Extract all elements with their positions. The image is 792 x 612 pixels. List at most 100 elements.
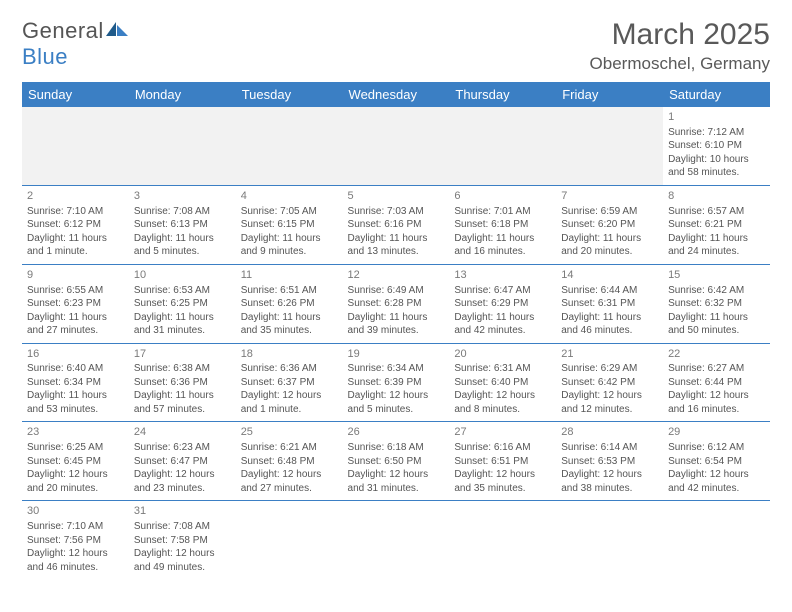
brand-logo: GeneralBlue [22,18,130,70]
sunset-text: Sunset: 6:18 PM [454,218,551,232]
calendar-row: 30Sunrise: 7:10 AMSunset: 7:56 PM Dayligh… [22,501,770,579]
day-number: 1 [668,110,765,125]
sunset-text: Sunset: 6:34 PM [27,376,124,390]
calendar-row: 2Sunrise: 7:10 AMSunset: 6:12 PMDaylight… [22,185,770,264]
sunrise-text: Sunrise: 6:51 AM [241,284,338,298]
day-number: 25 [241,425,338,440]
sunrise-text: Sunrise: 6:36 AM [241,362,338,376]
day-number: 21 [561,347,658,362]
sunrise-text: Sunrise: 7:08 AM [134,520,231,534]
sunrise-text: Sunrise: 6:14 AM [561,441,658,455]
daylight-text: Daylight: 11 hours and 16 minutes. [454,232,551,259]
day-number: 11 [241,268,338,283]
day-number: 6 [454,189,551,204]
daylight-text: Daylight: 12 hours and 23 minutes. [134,468,231,495]
day-number: 31 [134,504,231,519]
day-number: 27 [454,425,551,440]
sunrise-text: Sunrise: 6:44 AM [561,284,658,298]
sunset-text: Sunset: 6:36 PM [134,376,231,390]
day-number: 17 [134,347,231,362]
calendar-cell: 28Sunrise: 6:14 AMSunset: 6:53 PMDayligh… [556,422,663,501]
calendar-cell [343,107,450,185]
calendar-cell: 9Sunrise: 6:55 AMSunset: 6:23 PMDaylight… [22,264,129,343]
calendar-cell: 2Sunrise: 7:10 AMSunset: 6:12 PMDaylight… [22,185,129,264]
daylight-text: Daylight: 12 hours and 49 minutes. [134,547,231,574]
location: Obermoschel, Germany [590,54,770,74]
sunset-text: Sunset: 6:15 PM [241,218,338,232]
sunrise-text: Sunrise: 7:10 AM [27,520,124,534]
calendar-cell: 24Sunrise: 6:23 AMSunset: 6:47 PMDayligh… [129,422,236,501]
calendar-cell: 17Sunrise: 6:38 AMSunset: 6:36 PMDayligh… [129,343,236,422]
calendar-cell [236,107,343,185]
sunrise-text: Sunrise: 7:01 AM [454,205,551,219]
brand-name: GeneralBlue [22,18,130,70]
day-number: 4 [241,189,338,204]
day-number: 3 [134,189,231,204]
daylight-text: Daylight: 12 hours and 12 minutes. [561,389,658,416]
sunrise-text: Sunrise: 6:21 AM [241,441,338,455]
sunset-text: Sunset: 7:56 PM [27,534,124,548]
sunrise-text: Sunrise: 6:42 AM [668,284,765,298]
sunrise-text: Sunrise: 6:12 AM [668,441,765,455]
sunset-text: Sunset: 6:31 PM [561,297,658,311]
sunrise-text: Sunrise: 7:05 AM [241,205,338,219]
daylight-text: Daylight: 11 hours and 39 minutes. [348,311,445,338]
sunset-text: Sunset: 6:25 PM [134,297,231,311]
sunrise-text: Sunrise: 6:38 AM [134,362,231,376]
calendar-cell [449,501,556,579]
sunrise-text: Sunrise: 6:49 AM [348,284,445,298]
daylight-text: Daylight: 10 hours and 58 minutes. [668,153,765,180]
sail-icon [104,20,130,38]
sunrise-text: Sunrise: 6:23 AM [134,441,231,455]
calendar-cell: 30Sunrise: 7:10 AMSunset: 7:56 PMDayligh… [22,501,129,579]
calendar-row: 23Sunrise: 6:25 AMSunset: 6:45 PMDayligh… [22,422,770,501]
day-number: 9 [27,268,124,283]
sunrise-text: Sunrise: 7:12 AM [668,126,765,140]
calendar-cell: 12Sunrise: 6:49 AMSunset: 6:28 PMDayligh… [343,264,450,343]
sunrise-text: Sunrise: 6:53 AM [134,284,231,298]
sunset-text: Sunset: 6:23 PM [27,297,124,311]
day-number: 29 [668,425,765,440]
day-header-row: Sunday Monday Tuesday Wednesday Thursday… [22,82,770,107]
day-number: 13 [454,268,551,283]
calendar-cell: 1Sunrise: 7:12 AMSunset: 6:10 PMDaylight… [663,107,770,185]
calendar-cell [449,107,556,185]
calendar-cell: 31Sunrise: 7:08 AMSunset: 7:58 PMDayligh… [129,501,236,579]
daylight-text: Daylight: 12 hours and 31 minutes. [348,468,445,495]
sunset-text: Sunset: 6:21 PM [668,218,765,232]
calendar-row: 1Sunrise: 7:12 AMSunset: 6:10 PMDaylight… [22,107,770,185]
sunrise-text: Sunrise: 6:29 AM [561,362,658,376]
day-number: 2 [27,189,124,204]
calendar-cell: 4Sunrise: 7:05 AMSunset: 6:15 PMDaylight… [236,185,343,264]
day-number: 7 [561,189,658,204]
sunset-text: Sunset: 6:32 PM [668,297,765,311]
calendar-cell: 25Sunrise: 6:21 AMSunset: 6:48 PMDayligh… [236,422,343,501]
sunrise-text: Sunrise: 6:18 AM [348,441,445,455]
sunset-text: Sunset: 6:44 PM [668,376,765,390]
sunrise-text: Sunrise: 6:47 AM [454,284,551,298]
sunset-text: Sunset: 6:54 PM [668,455,765,469]
calendar-cell: 19Sunrise: 6:34 AMSunset: 6:39 PMDayligh… [343,343,450,422]
daylight-text: Daylight: 11 hours and 57 minutes. [134,389,231,416]
col-sun: Sunday [22,82,129,107]
daylight-text: Daylight: 11 hours and 35 minutes. [241,311,338,338]
calendar-cell: 27Sunrise: 6:16 AMSunset: 6:51 PMDayligh… [449,422,556,501]
sunrise-text: Sunrise: 6:57 AM [668,205,765,219]
sunset-text: Sunset: 6:16 PM [348,218,445,232]
sunset-text: Sunset: 6:39 PM [348,376,445,390]
calendar-cell [129,107,236,185]
daylight-text: Daylight: 11 hours and 27 minutes. [27,311,124,338]
sunrise-text: Sunrise: 6:55 AM [27,284,124,298]
day-number: 30 [27,504,124,519]
col-thu: Thursday [449,82,556,107]
daylight-text: Daylight: 12 hours and 5 minutes. [348,389,445,416]
calendar-cell: 22Sunrise: 6:27 AMSunset: 6:44 PMDayligh… [663,343,770,422]
col-mon: Monday [129,82,236,107]
calendar-cell: 16Sunrise: 6:40 AMSunset: 6:34 PMDayligh… [22,343,129,422]
calendar-cell: 5Sunrise: 7:03 AMSunset: 6:16 PMDaylight… [343,185,450,264]
sunrise-text: Sunrise: 6:27 AM [668,362,765,376]
sunrise-text: Sunrise: 6:59 AM [561,205,658,219]
day-number: 18 [241,347,338,362]
sunset-text: Sunset: 6:48 PM [241,455,338,469]
day-number: 5 [348,189,445,204]
